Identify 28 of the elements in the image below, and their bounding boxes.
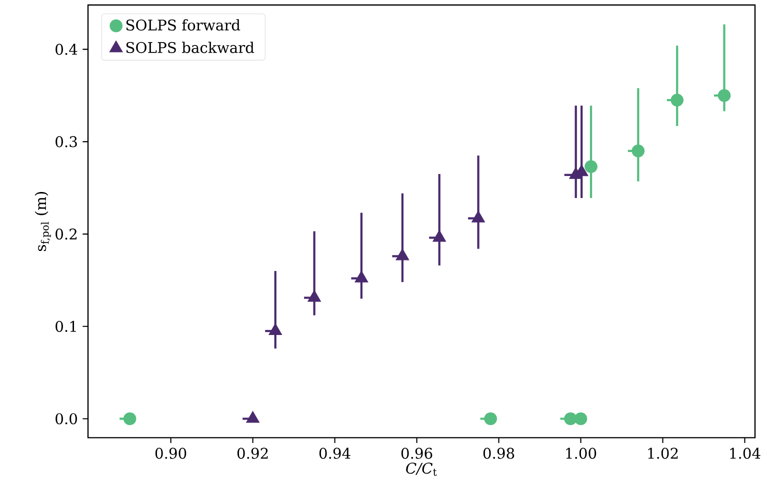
x-tick-label: 0.90 (155, 448, 186, 459)
x-tick-label: 0.94 (319, 448, 350, 459)
point (564, 412, 577, 426)
point (472, 210, 486, 222)
x-tick-label: 1.02 (648, 448, 678, 459)
legend-label: SOLPS backward (126, 42, 254, 54)
point (123, 412, 136, 426)
x-tick-label: 1.04 (730, 448, 760, 459)
point (354, 270, 368, 282)
legend-label: SOLPS forward (126, 19, 240, 31)
point (432, 230, 446, 242)
point (396, 248, 410, 260)
x-tick-label: 1.00 (566, 448, 596, 459)
x-tick-label: 0.98 (483, 448, 514, 459)
point (484, 412, 497, 426)
x-tick-label: 0.92 (237, 448, 268, 459)
point (246, 411, 260, 423)
y-tick-label: 0.0 (56, 413, 77, 424)
x-axis-title: C/C$_{t}$ (406, 462, 437, 476)
x-tick-label: 0.96 (401, 448, 432, 459)
point (308, 290, 322, 302)
y-tick-label: 0.1 (56, 320, 76, 332)
y-axis-title: s$_{f,pol}$ (m) (34, 192, 51, 251)
y-tick-label: 0.4 (56, 44, 78, 55)
y-tick-label: 0.2 (56, 228, 77, 240)
y-tick-label: 0.3 (56, 136, 77, 148)
point (574, 412, 588, 426)
point (268, 323, 282, 336)
